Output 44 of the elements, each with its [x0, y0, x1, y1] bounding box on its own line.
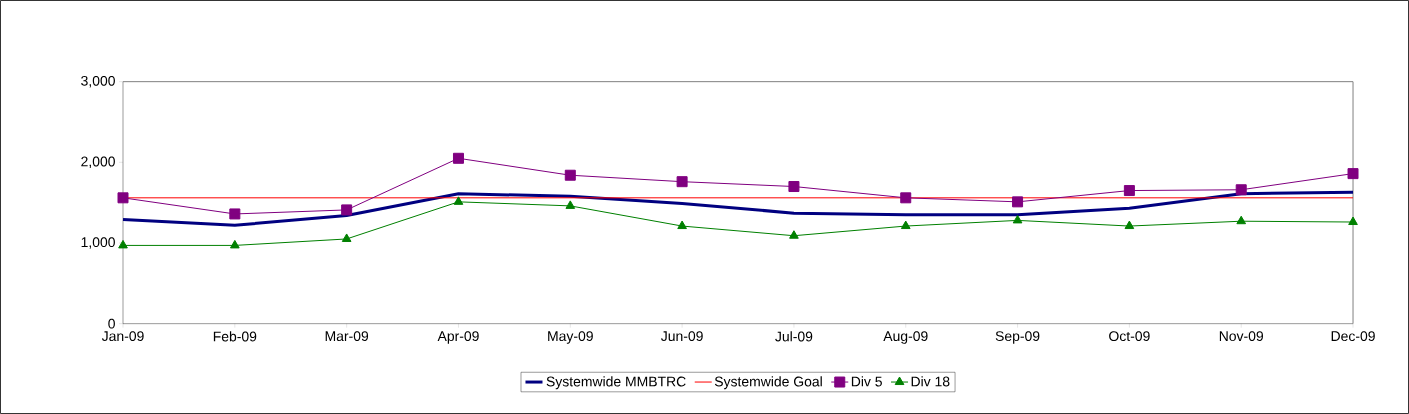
point	[1347, 168, 1359, 180]
y-tick-label: 1,000	[81, 237, 115, 249]
x-tick-label: Apr-09	[437, 331, 479, 344]
point	[452, 152, 464, 164]
point	[341, 233, 352, 242]
x-tick-label: May-09	[548, 331, 593, 344]
x-tick-label: Jun-09	[661, 331, 703, 342]
point	[1012, 214, 1023, 224]
x-tick-label: Aug-09	[883, 331, 928, 344]
point	[230, 239, 240, 249]
point	[117, 192, 129, 204]
x-tick-label: Oct-09	[1109, 331, 1150, 342]
point	[789, 230, 799, 239]
point	[118, 239, 128, 249]
point	[1236, 215, 1247, 225]
legend-label: Systemwide MMBTRC	[546, 376, 686, 390]
y-tick-label: 3,000	[81, 75, 115, 88]
point	[1124, 220, 1135, 230]
y-tick-label: 0	[108, 318, 115, 329]
x-tick-label: Jan-09	[101, 331, 144, 342]
point	[229, 208, 241, 220]
point	[677, 220, 687, 230]
point	[788, 181, 800, 193]
point	[900, 220, 911, 230]
x-tick-label: Feb-09	[213, 331, 257, 342]
x-tick-label: Sep-09	[995, 331, 1040, 344]
point	[1235, 184, 1247, 196]
y-tick-label: 2,000	[81, 156, 115, 169]
point	[1012, 196, 1024, 208]
point	[453, 196, 464, 205]
x-tick-label: Jul-09	[775, 331, 813, 342]
legend-label: Div 18	[911, 376, 950, 387]
point	[900, 192, 912, 204]
point	[564, 169, 576, 181]
point	[565, 200, 576, 209]
point	[676, 176, 688, 188]
point	[1348, 216, 1358, 226]
x-tick-label: Mar-09	[325, 331, 369, 342]
x-tick-label: Dec-09	[1331, 331, 1375, 342]
legend-label: Systemwide Goal	[714, 376, 822, 390]
legend-label: Div 5	[851, 376, 882, 387]
point	[1123, 185, 1135, 197]
x-tick-label: Nov-09	[1219, 331, 1264, 342]
point	[341, 204, 353, 216]
